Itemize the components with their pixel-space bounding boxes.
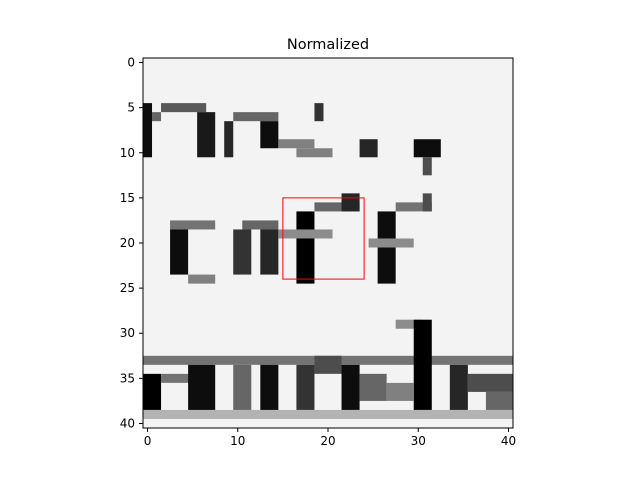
- y-tick-label: 35: [120, 371, 135, 385]
- image-pixels: [143, 103, 513, 419]
- image-pixel-block: [422, 193, 432, 212]
- x-tick-label: 30: [411, 434, 426, 448]
- highlight-rectangle: [282, 197, 365, 280]
- image-pixel-block: [188, 364, 216, 410]
- x-tick-label: 40: [501, 434, 516, 448]
- image-pixel-block: [314, 202, 360, 212]
- image-pixel-block: [242, 220, 279, 230]
- image-pixel-block: [368, 238, 414, 248]
- image-pixel-block: [224, 121, 234, 158]
- image-pixel-block: [296, 211, 315, 284]
- image-pixel-block: [359, 373, 387, 401]
- image-pixel-block: [296, 364, 315, 410]
- x-tick-label: 10: [230, 434, 245, 448]
- image-pixel-block: [143, 409, 513, 419]
- image-pixel-block: [314, 355, 342, 374]
- x-tick-label: 20: [320, 434, 335, 448]
- image-pixel-block: [341, 364, 360, 410]
- image-pixel-block: [233, 112, 279, 122]
- y-tick-label: 25: [120, 281, 135, 295]
- y-tick-label: 10: [120, 146, 135, 160]
- image-pixel-block: [143, 103, 153, 158]
- image-pixel-block: [188, 274, 216, 284]
- image-pixel-block: [260, 121, 279, 149]
- image-pixel-block: [161, 373, 198, 383]
- image-pixel-block: [143, 373, 162, 410]
- image-pixel-block: [314, 103, 324, 122]
- y-tick-label: 5: [127, 101, 135, 115]
- image-pixel-block: [197, 112, 216, 158]
- image-pixel-block: [386, 382, 414, 401]
- image-pixel-block: [152, 112, 162, 122]
- image-pixel-block: [296, 148, 333, 158]
- image-pixel-block: [467, 373, 513, 392]
- image-pixel-block: [260, 364, 279, 410]
- image-pixel-block: [170, 220, 216, 230]
- y-tick-label: 40: [120, 416, 135, 430]
- image-pixel-block: [170, 229, 189, 275]
- image-pixel-block: [260, 229, 279, 275]
- image-pixel-block: [485, 391, 513, 410]
- x-axis: 0 10 20 30 40: [144, 428, 516, 448]
- chart-title: Normalized: [287, 37, 369, 53]
- y-tick-label: 30: [120, 326, 135, 340]
- image-pixel-block: [449, 364, 468, 410]
- image-pixel-block: [341, 193, 360, 212]
- image-pixel-block: [233, 229, 252, 275]
- x-tick-label: 0: [144, 434, 152, 448]
- image-pixel-block: [359, 139, 378, 158]
- image-pixel-block: [422, 157, 432, 176]
- image-pixel-block: [395, 202, 432, 212]
- y-tick-label: 20: [120, 236, 135, 250]
- y-axis: 0 5 10 15 20 25 30 35 40: [120, 56, 143, 430]
- image-pixel-block: [413, 139, 441, 158]
- y-tick-label: 0: [127, 56, 135, 70]
- image-pixel-block: [395, 319, 423, 329]
- image-pixel-block: [278, 139, 315, 149]
- image-pixel-block: [161, 103, 207, 113]
- image-pixel-block: [278, 229, 333, 239]
- y-tick-label: 15: [120, 191, 135, 205]
- image-pixel-block: [233, 364, 252, 410]
- image-pixel-block: [413, 319, 432, 410]
